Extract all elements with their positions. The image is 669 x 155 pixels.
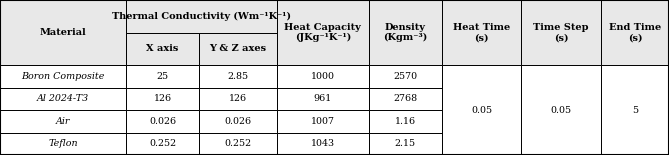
- Text: 2570: 2570: [393, 72, 417, 81]
- Text: 0.026: 0.026: [224, 117, 252, 126]
- Bar: [199, 110, 277, 133]
- Text: 126: 126: [229, 94, 247, 103]
- Bar: [126, 33, 199, 65]
- Bar: [199, 88, 277, 110]
- Text: 25: 25: [157, 72, 169, 81]
- Bar: [369, 65, 442, 88]
- Bar: [277, 88, 369, 110]
- Text: Material: Material: [39, 28, 86, 37]
- Text: 961: 961: [314, 94, 332, 103]
- Bar: [277, 133, 369, 155]
- Text: Teflon: Teflon: [48, 139, 78, 148]
- Text: Thermal Conductivity (Wm⁻¹K⁻¹): Thermal Conductivity (Wm⁻¹K⁻¹): [112, 12, 291, 21]
- Text: 0.05: 0.05: [551, 106, 572, 115]
- Bar: [0, 0, 126, 65]
- Text: Air: Air: [56, 117, 70, 126]
- Bar: [0, 133, 126, 155]
- Bar: [0, 110, 126, 133]
- Text: 2.85: 2.85: [227, 72, 248, 81]
- Bar: [0, 88, 126, 110]
- Text: 1.16: 1.16: [395, 117, 416, 126]
- Bar: [601, 65, 669, 155]
- Bar: [369, 0, 442, 65]
- Text: Time Step
(s): Time Step (s): [533, 23, 589, 42]
- Text: 0.252: 0.252: [224, 139, 252, 148]
- Bar: [199, 65, 277, 88]
- Text: 1043: 1043: [311, 139, 335, 148]
- Text: 2768: 2768: [393, 94, 417, 103]
- Text: 0.252: 0.252: [149, 139, 176, 148]
- Bar: [442, 0, 521, 65]
- Text: X axis: X axis: [147, 44, 179, 53]
- Bar: [521, 65, 601, 155]
- Bar: [601, 0, 669, 65]
- Text: Boron Composite: Boron Composite: [21, 72, 105, 81]
- Text: 5: 5: [632, 106, 638, 115]
- Bar: [199, 33, 277, 65]
- Text: 126: 126: [154, 94, 172, 103]
- Text: Density
(Kgm⁻³): Density (Kgm⁻³): [383, 23, 427, 42]
- Bar: [126, 133, 199, 155]
- Bar: [277, 65, 369, 88]
- Text: 1007: 1007: [311, 117, 335, 126]
- Bar: [126, 88, 199, 110]
- Bar: [126, 0, 277, 33]
- Bar: [277, 0, 369, 65]
- Text: Y & Z axes: Y & Z axes: [209, 44, 266, 53]
- Bar: [277, 110, 369, 133]
- Text: Heat Time
(s): Heat Time (s): [453, 23, 510, 42]
- Text: End Time
(s): End Time (s): [609, 23, 661, 42]
- Text: 0.026: 0.026: [149, 117, 176, 126]
- Bar: [0, 65, 126, 88]
- Bar: [521, 0, 601, 65]
- Text: Heat Capacity
(JKg⁻¹K⁻¹): Heat Capacity (JKg⁻¹K⁻¹): [284, 23, 361, 42]
- Text: 0.05: 0.05: [471, 106, 492, 115]
- Text: 2.15: 2.15: [395, 139, 416, 148]
- Bar: [126, 65, 199, 88]
- Text: Al 2024-T3: Al 2024-T3: [37, 94, 89, 103]
- Bar: [442, 65, 521, 155]
- Bar: [199, 133, 277, 155]
- Text: 1000: 1000: [311, 72, 335, 81]
- Bar: [369, 133, 442, 155]
- Bar: [369, 88, 442, 110]
- Bar: [126, 110, 199, 133]
- Bar: [369, 110, 442, 133]
